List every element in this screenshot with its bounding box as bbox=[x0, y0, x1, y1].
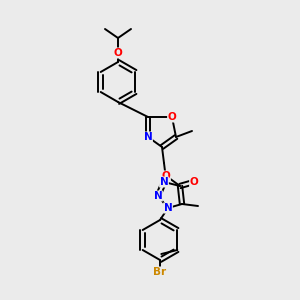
Text: O: O bbox=[162, 171, 170, 181]
Text: Br: Br bbox=[153, 267, 167, 277]
Text: O: O bbox=[114, 48, 122, 58]
Text: N: N bbox=[154, 191, 162, 201]
Text: N: N bbox=[164, 203, 172, 213]
Text: N: N bbox=[160, 177, 168, 187]
Text: N: N bbox=[144, 132, 152, 142]
Text: O: O bbox=[168, 112, 176, 122]
Text: O: O bbox=[190, 177, 198, 187]
